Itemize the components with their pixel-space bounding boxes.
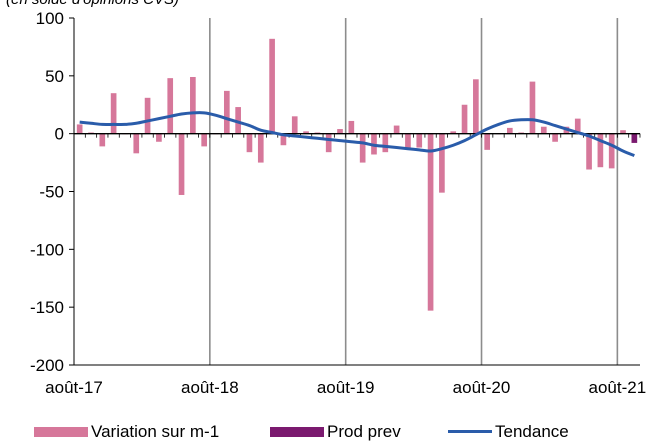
bar-variation-14	[235, 107, 241, 134]
x-tick-label: août-17	[45, 378, 103, 397]
bar-variation-7	[156, 133, 162, 142]
bar-variation-0	[76, 124, 83, 134]
legend-item-prod-prev: Prod prev	[270, 420, 401, 442]
bar-variation-27	[382, 133, 389, 153]
x-tick-label: août-18	[181, 378, 239, 397]
x-tick-label: août-19	[317, 378, 375, 397]
bar-variation-33	[450, 131, 457, 134]
legend-item-tendance: Tendance	[448, 420, 569, 442]
bar-variation-30	[416, 133, 423, 148]
bar-variation-11	[201, 133, 208, 147]
y-tick-label: -150	[30, 298, 64, 317]
bar-variation-16	[257, 133, 264, 163]
y-tick-label: 100	[36, 9, 64, 28]
bar-variation-35	[473, 79, 479, 134]
y-tick-label: 0	[55, 125, 64, 144]
bar-variation-18	[280, 133, 287, 146]
bar-variation-29	[405, 133, 411, 149]
bar-variation-38	[506, 127, 513, 134]
x-tick-label: août-20	[453, 378, 511, 397]
legend-label-variation: Variation sur m-1	[91, 421, 220, 441]
bar-variation-17	[269, 38, 275, 134]
bar-prod-prev-49	[631, 133, 638, 143]
bar-variation-6	[144, 97, 151, 134]
x-tick-label: août-21	[589, 378, 647, 397]
bar-variation-34	[461, 104, 468, 134]
bar-variation-5	[133, 133, 140, 154]
bar-variation-19	[291, 116, 298, 134]
legend-swatch-prod-prev	[270, 426, 324, 437]
bar-variation-36	[484, 133, 491, 150]
chart-subtitle: (en solde d'opinions CVS)	[6, 0, 179, 8]
bar-variation-25	[359, 133, 366, 163]
bar-variation-45	[586, 133, 592, 170]
y-tick-label: -50	[39, 183, 64, 202]
bar-variation-9	[178, 133, 185, 195]
bar-variation-23	[337, 129, 343, 134]
y-tick-label: 50	[45, 67, 64, 86]
bar-variation-3	[110, 93, 117, 134]
legend-swatch-tendance	[448, 430, 492, 434]
legend: Variation sur m-1 Prod prev Tendance	[0, 420, 651, 442]
bar-variation-44	[574, 118, 581, 134]
legend-item-variation: Variation sur m-1	[34, 420, 219, 442]
series-line-tendance	[79, 111, 635, 158]
bar-variation-41	[540, 126, 547, 134]
y-tick-label: -200	[30, 356, 64, 375]
bar-variation-28	[393, 125, 400, 134]
legend-label-prod-prev: Prod prev	[327, 421, 401, 441]
bar-variation-24	[348, 120, 355, 134]
plot-area: -200 -150 -100 -50 0 50 100 août-17 août-18 août-…	[30, 9, 647, 397]
legend-swatch-variation	[34, 426, 88, 437]
bar-variation-40	[529, 81, 536, 134]
bar-variation-8	[167, 78, 174, 134]
bar-variation-32	[439, 133, 445, 193]
bar-variation-46	[597, 133, 604, 168]
legend-label-tendance: Tendance	[495, 421, 569, 441]
bar-variation-13	[223, 90, 230, 134]
bar-variation-2	[99, 133, 106, 147]
bar-variation-31	[427, 133, 434, 311]
bar-variation-20	[303, 131, 309, 134]
bar-variation-15	[246, 133, 253, 153]
bar-variation-42	[552, 133, 558, 142]
bar-variation-10	[190, 76, 196, 134]
bar-variation-22	[325, 133, 332, 153]
bar-variation-47	[608, 133, 615, 169]
bar-variation-48	[620, 130, 626, 134]
y-tick-label: -100	[30, 240, 64, 259]
